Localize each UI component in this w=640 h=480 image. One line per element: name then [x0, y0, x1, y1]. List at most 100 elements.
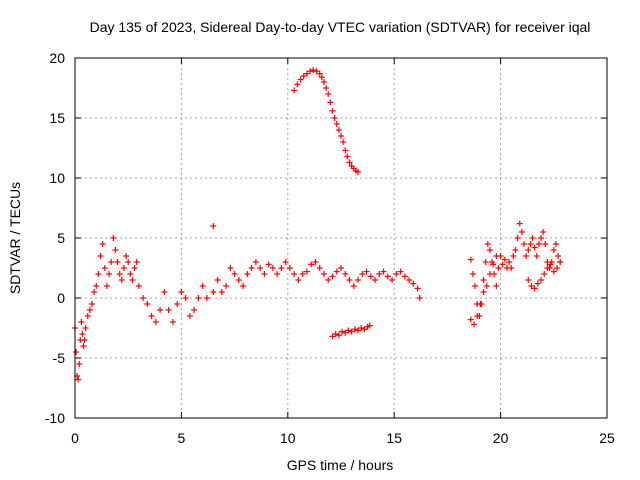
data-point: [174, 301, 181, 307]
data-point: [366, 322, 373, 329]
data-point: [335, 127, 342, 133]
y-tick-label: -10: [45, 410, 65, 426]
data-point: [342, 147, 349, 154]
data-point: [332, 331, 339, 337]
data-point: [351, 326, 358, 333]
data-point: [397, 268, 404, 275]
data-point: [93, 283, 100, 289]
data-point: [346, 277, 353, 283]
data-point: [223, 283, 230, 289]
data-point: [218, 289, 225, 295]
data-point: [265, 261, 272, 268]
x-tick-label: 10: [280, 430, 296, 446]
data-point: [372, 277, 379, 283]
data-point: [533, 253, 540, 259]
data-point: [129, 277, 136, 283]
data-point: [547, 261, 554, 268]
data-point: [116, 271, 123, 277]
data-point: [555, 253, 562, 259]
data-point: [199, 283, 206, 289]
data-point: [518, 229, 525, 235]
data-point: [286, 265, 293, 271]
data-point: [99, 241, 106, 247]
data-point: [376, 271, 383, 277]
data-point: [528, 283, 535, 289]
data-point: [340, 139, 347, 145]
data-point: [316, 70, 323, 77]
data-point: [534, 280, 541, 287]
data-point: [318, 74, 325, 81]
data-point: [380, 268, 387, 275]
data-point: [416, 295, 423, 301]
x-tick-label: 25: [599, 430, 615, 446]
data-point: [557, 259, 564, 265]
data-point: [231, 271, 238, 277]
data-point: [291, 271, 298, 277]
data-point: [540, 229, 547, 235]
data-point: [486, 271, 493, 277]
data-point: [278, 265, 285, 271]
data-point: [252, 259, 259, 265]
data-point: [535, 241, 542, 247]
x-axis-label: GPS time / hours: [287, 457, 394, 473]
data-point: [300, 73, 307, 79]
data-point: [76, 361, 83, 367]
data-point: [389, 277, 396, 283]
data-point: [329, 273, 336, 280]
data-point: [499, 261, 506, 268]
data-point: [363, 268, 370, 275]
data-point: [486, 247, 493, 253]
data-point: [327, 99, 334, 106]
y-tick-label: 5: [57, 230, 65, 246]
data-point: [95, 271, 102, 277]
data-point: [144, 301, 151, 307]
chart-title: Day 135 of 2023, Sidereal Day-to-day VTE…: [90, 19, 591, 35]
data-point: [541, 271, 548, 277]
data-point: [157, 307, 164, 313]
data-point: [84, 313, 91, 319]
data-point: [338, 133, 344, 139]
data-point: [101, 265, 108, 271]
data-point: [325, 91, 332, 97]
data-point: [410, 280, 417, 287]
data-points: [72, 67, 564, 383]
data-point: [195, 295, 202, 301]
data-point: [89, 301, 96, 307]
data-point: [531, 244, 538, 251]
data-point: [350, 283, 357, 289]
data-point: [529, 235, 536, 241]
data-point: [542, 241, 549, 247]
data-point: [110, 235, 117, 241]
data-point: [310, 67, 317, 73]
data-point: [108, 259, 115, 265]
data-point: [344, 153, 351, 160]
data-point: [86, 307, 93, 313]
axis-ticks: 0 5 10 15 20 25 -10 -5 0 5 10 15 20: [45, 50, 615, 446]
x-tick-label: 20: [493, 430, 509, 446]
y-axis-label: SDTVAR / TECUs: [7, 182, 23, 294]
data-point: [97, 253, 104, 259]
data-point: [244, 271, 251, 277]
data-point: [514, 235, 521, 241]
data-point: [118, 277, 125, 283]
y-tick-label: 10: [49, 170, 65, 186]
plot-frame: [74, 57, 608, 419]
data-point: [320, 79, 327, 85]
data-point: [79, 331, 86, 337]
y-tick-label: -5: [53, 350, 66, 366]
y-tick-label: 15: [49, 110, 65, 126]
data-point: [471, 321, 477, 328]
data-point: [186, 313, 193, 319]
data-point: [342, 271, 349, 277]
data-point: [112, 247, 119, 253]
data-point: [240, 283, 247, 289]
data-point: [342, 329, 349, 336]
data-point: [527, 241, 534, 247]
data-point: [257, 265, 264, 271]
data-point: [312, 259, 319, 265]
data-point: [495, 265, 502, 271]
data-point: [384, 273, 391, 280]
data-point: [358, 325, 365, 331]
data-point: [261, 271, 268, 277]
data-point: [346, 159, 353, 166]
